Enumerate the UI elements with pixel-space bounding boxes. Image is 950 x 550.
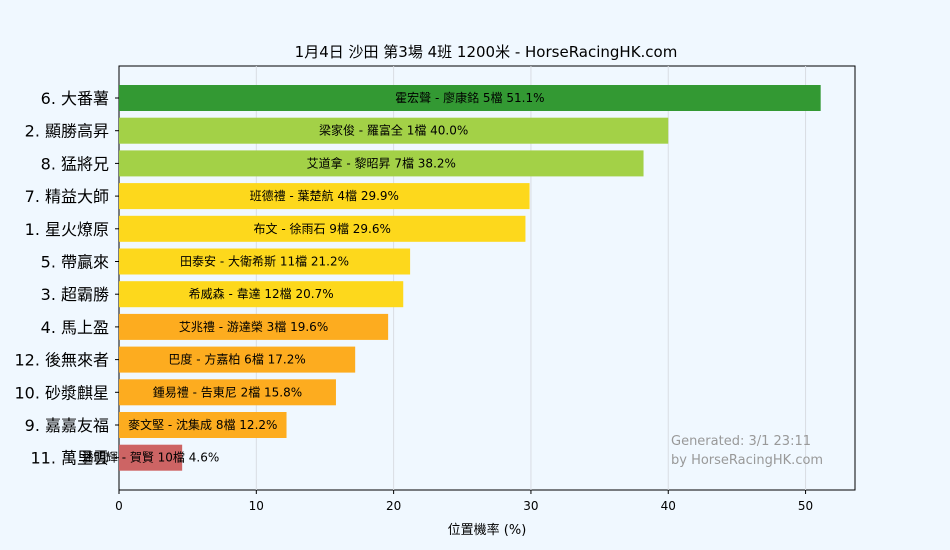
category-label: 1. 星火燎原 [25, 220, 109, 239]
chart-title: 1月4日 沙田 第3場 4班 1200米 - HorseRacingHK.com [295, 43, 678, 61]
category-label: 12. 後無來者 [14, 351, 109, 370]
category-labels: 6. 大番薯 2. 顯勝高昇 8. 猛將兄 7. 精益大師 1. 星火燎原 5. 帶贏來 3… [14, 89, 119, 468]
bar [119, 379, 336, 406]
bar [119, 85, 821, 111]
bar [119, 313, 389, 340]
bar-label: 麥文堅 - 沈集成 8檔 12.2% [128, 417, 277, 432]
category-label: 10. 砂漿麒星 [14, 383, 109, 402]
category-label: 6. 大番薯 [41, 89, 109, 108]
bar-label: 希威森 - 韋達 12檔 20.7% [189, 286, 334, 301]
bar-label: 田泰安 - 大衛希斯 11檔 21.2% [180, 254, 349, 269]
category-label: 5. 帶贏來 [41, 253, 109, 272]
category-label: 11. 萬里雲 [30, 449, 109, 468]
bar-label: 布文 - 徐雨石 9檔 29.6% [254, 221, 391, 236]
x-tick-label: 0 [115, 499, 123, 513]
bar [119, 412, 287, 438]
bar [119, 183, 530, 210]
bar [119, 215, 526, 242]
bar-label: 梁家俊 - 羅富全 1檔 40.0% [319, 123, 468, 138]
x-tick-label: 10 [249, 499, 264, 513]
x-tick-label: 30 [523, 499, 538, 513]
category-label: 7. 精益大師 [25, 187, 109, 206]
category-label: 4. 馬上盈 [41, 318, 109, 337]
bar-label: 班德禮 - 葉楚航 4檔 29.9% [250, 188, 399, 203]
category-label: 2. 顯勝高昇 [25, 122, 109, 141]
x-tick-label: 50 [798, 499, 813, 513]
x-axis-ticks: 0 10 20 30 40 50 [115, 490, 813, 513]
bar [119, 150, 644, 177]
category-label: 9. 嘉嘉友福 [25, 416, 109, 435]
bar-series: 霍宏聲 - 廖康銘 5檔 51.1% 梁家俊 - 羅富全 1檔 40.0% 艾道拿 … [82, 85, 821, 471]
category-label: 3. 超霸勝 [41, 285, 109, 304]
bar-label: 艾道拿 - 黎昭昇 7檔 38.2% [307, 155, 456, 170]
bar [119, 117, 669, 144]
bar-label: 艾兆禮 - 游達榮 3檔 19.6% [179, 320, 328, 334]
category-label: 8. 猛將兄 [41, 154, 109, 173]
bar-label: 潘明輝 - 賀賢 10檔 4.6% [82, 451, 219, 465]
watermark-line-2: by HorseRacingHK.com [671, 453, 823, 468]
bar [119, 281, 404, 308]
bar [119, 444, 183, 471]
bar [119, 346, 356, 373]
bar-label: 鍾易禮 - 告東尼 2檔 15.8% [153, 385, 302, 399]
bar-label: 巴度 - 方嘉柏 6檔 17.2% [168, 352, 305, 367]
bar [119, 248, 411, 275]
bar-label: 霍宏聲 - 廖康銘 5檔 51.1% [395, 90, 544, 105]
x-axis-label: 位置機率 (%) [448, 522, 527, 538]
x-tick-label: 40 [661, 499, 676, 513]
watermark-line-1: Generated: 3/1 23:11 [671, 434, 811, 449]
x-tick-label: 20 [386, 499, 401, 513]
